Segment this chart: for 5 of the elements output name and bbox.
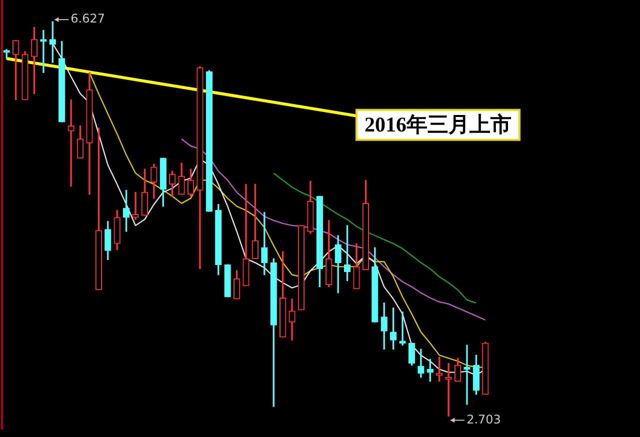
annotation: 2016年三月上市 bbox=[364, 112, 512, 136]
candlestick bbox=[132, 192, 139, 220]
annotation: 2.703 bbox=[466, 412, 501, 426]
candlestick bbox=[68, 99, 74, 187]
annotation: 6.627 bbox=[70, 12, 105, 26]
